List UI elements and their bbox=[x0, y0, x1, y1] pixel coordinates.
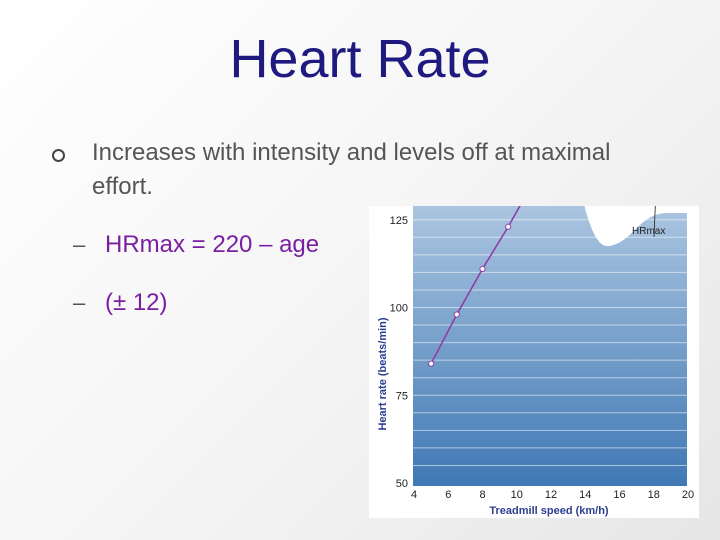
heart-rate-line bbox=[430, 206, 521, 365]
subbullet-hrmax: HRmax = 220 – age bbox=[105, 231, 320, 258]
subbullet-range: (± 12) bbox=[105, 289, 168, 316]
dash-icon: – bbox=[73, 290, 86, 315]
x-axis-label: Treadmill speed (km/h) bbox=[489, 505, 609, 517]
bullet-text: Increases with intensity and levels off … bbox=[92, 139, 611, 200]
data-point bbox=[453, 311, 460, 318]
hrmax-annotation: HRmax bbox=[632, 226, 665, 237]
y-tick-label: 50 bbox=[396, 478, 408, 490]
x-tick-label: 14 bbox=[579, 489, 591, 501]
x-tick-label: 4 bbox=[411, 489, 417, 501]
data-point bbox=[505, 223, 512, 230]
y-tick-label: 100 bbox=[390, 303, 408, 315]
x-tick-label: 16 bbox=[613, 489, 625, 501]
data-point bbox=[479, 265, 486, 272]
dash-icon: – bbox=[73, 232, 86, 257]
plot-background bbox=[413, 206, 687, 486]
x-tick-label: 18 bbox=[648, 489, 660, 501]
bullet-ring-icon bbox=[52, 149, 65, 162]
slide-title: Heart Rate bbox=[229, 29, 491, 89]
x-tick-label: 12 bbox=[545, 489, 557, 501]
y-tick-label: 75 bbox=[396, 390, 408, 402]
y-axis-label: Heart rate (beats/min) bbox=[377, 317, 389, 430]
data-point bbox=[428, 360, 435, 367]
x-tick-label: 20 bbox=[682, 489, 694, 501]
x-tick-label: 8 bbox=[479, 489, 485, 501]
y-tick-label: 125 bbox=[390, 215, 408, 227]
x-tick-label: 10 bbox=[511, 489, 523, 501]
x-tick-label: 6 bbox=[445, 489, 451, 501]
